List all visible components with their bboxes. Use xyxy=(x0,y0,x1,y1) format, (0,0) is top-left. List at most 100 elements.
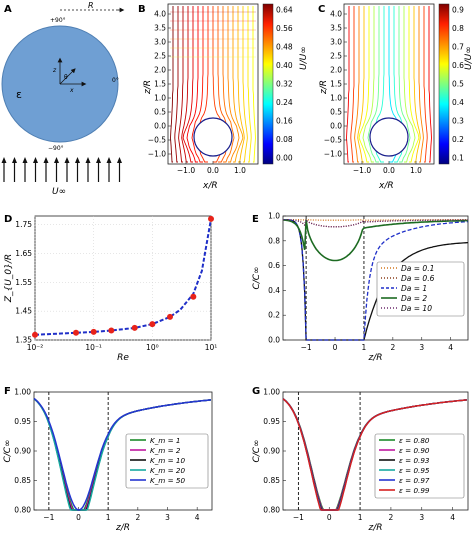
panel-b-letter: B xyxy=(138,4,146,15)
ytick-label: 0.0 xyxy=(154,122,166,131)
colorbar-tick-label: 0.2 xyxy=(452,135,464,144)
colorbar-tick-label: 0.24 xyxy=(276,98,293,107)
streamline xyxy=(178,6,184,163)
ytick-label: 1.0 xyxy=(154,94,166,103)
xtick-label: 1.0 xyxy=(410,166,422,175)
colorbar-tick-label: 0.3 xyxy=(452,117,464,126)
streamline xyxy=(403,6,416,163)
xtick-label: −1 xyxy=(293,513,304,522)
data-point xyxy=(73,329,80,336)
streamline xyxy=(362,6,375,163)
x-axis-label: z/R xyxy=(367,523,382,533)
xtick-label: 0 xyxy=(333,343,338,352)
charts: D Re Z_{U_0}/R 10⁻² 10⁻¹ 10⁰ 10¹ 1.35 1.45 1.55 1.… xyxy=(3,212,469,533)
legend-box xyxy=(376,261,465,317)
xtick-label: 1 xyxy=(106,513,111,522)
data-point xyxy=(108,327,115,334)
ytick-label: 1.00 xyxy=(263,388,280,397)
colorbar-tick-label: 0.32 xyxy=(276,80,293,89)
streamline xyxy=(252,6,256,163)
colorbar-b xyxy=(262,3,274,165)
sphere-b xyxy=(193,117,233,157)
panel-c: C 4.0 3.5 3.0 2.5 2.0 1.5 1.0 0.5 0.0 −0.5 −1.0 −1… xyxy=(318,3,474,191)
flow-arrow-icon xyxy=(96,157,101,163)
colorbar-tick-label: 0.08 xyxy=(276,135,293,144)
flow-arrow-icon xyxy=(54,157,59,163)
data-point xyxy=(190,293,197,300)
xtick-label: 3 xyxy=(419,343,424,352)
xtick-label: 10¹ xyxy=(205,343,218,352)
legend-label: Da = 0.1 xyxy=(401,264,434,273)
legend-label: ε = 0.90 xyxy=(399,446,430,455)
series-line xyxy=(34,218,212,336)
streamline xyxy=(222,6,235,163)
ytick-label: 0.90 xyxy=(14,447,31,456)
ytick-label: 0.4 xyxy=(268,286,280,295)
colorbar-tick-label: 0.48 xyxy=(276,43,293,52)
ytick-label: 0.85 xyxy=(263,476,280,485)
colorbar-c-label: U/U∞ xyxy=(464,46,474,70)
flow-arrow-icon xyxy=(64,157,70,163)
panel-a: A R +90° 0° −90° z x θ ε U∞ xyxy=(1,1,125,197)
xtick-label: 10⁻² xyxy=(27,343,44,352)
colorbar-tick-label: 0.5 xyxy=(452,80,464,89)
legend-label: Da = 0.6 xyxy=(401,274,435,283)
ytick-label: 1.45 xyxy=(15,307,32,316)
xtick-label: 4 xyxy=(448,343,453,352)
series-line xyxy=(283,219,469,341)
angle-top-label: +90° xyxy=(50,17,66,24)
xtick-label: 0 xyxy=(76,513,81,522)
y-axis-label: C/C∞ xyxy=(252,439,262,462)
colorbar-c xyxy=(438,3,450,165)
legend-label: K_m = 10 xyxy=(150,456,185,465)
panel-b-ylabel: z/R xyxy=(143,80,153,95)
colorbar-tick-label: 0.4 xyxy=(452,98,464,107)
legend-label: ε = 0.93 xyxy=(399,456,430,465)
series-line xyxy=(33,397,211,511)
panel-d: D Re Z_{U_0}/R 10⁻² 10⁻¹ 10⁰ 10¹ 1.35 1.45 1.55 1.… xyxy=(4,214,217,363)
x-axis-label: Re xyxy=(117,353,129,363)
ytick-label: 0.6 xyxy=(268,261,280,270)
ytick-label: 1.55 xyxy=(15,278,32,287)
ytick-label: 1.5 xyxy=(154,80,166,89)
streamline xyxy=(408,6,420,163)
ytick-label: −1.0 xyxy=(148,150,166,159)
ytick-label: 0.85 xyxy=(14,476,31,485)
panel-letter: D xyxy=(4,214,12,225)
panel-b: B 4.0 3.5 3.0 2.5 2.0 1.5 1.0 0.5 0.0 −0.5 −1.0 −1… xyxy=(138,3,309,191)
streamline xyxy=(367,6,380,163)
panel-e: Ez/R C/C∞ −1 0 1 2 3 4 0.0 0.2 0.4 0.6 0.8 1.0 Da = 0.… xyxy=(252,212,469,363)
series-line xyxy=(282,398,467,511)
ytick-label: −0.5 xyxy=(148,136,166,145)
xtick-label: 4 xyxy=(195,513,200,522)
y-axis-label: C/C∞ xyxy=(3,439,13,462)
xtick-label: 10⁰ xyxy=(146,343,159,352)
data-point xyxy=(149,321,156,328)
xtick-label: 1 xyxy=(362,343,367,352)
theta-label: θ xyxy=(64,74,68,81)
x-axis-label: z/R xyxy=(367,353,382,363)
radius-label: R xyxy=(88,1,94,10)
streamline xyxy=(181,6,189,163)
ytick-label: −0.5 xyxy=(324,136,342,145)
ytick-label: 2.0 xyxy=(154,66,166,75)
streamlines-b xyxy=(170,6,256,163)
ytick-label: 0.80 xyxy=(14,506,31,515)
flow-arrow-icon xyxy=(75,157,80,163)
yticks-b: 4.0 3.5 3.0 2.5 2.0 1.5 1.0 0.5 0.0 −0.5 −1.0 xyxy=(148,10,171,159)
y-axis-label: Z_{U_0}/R xyxy=(4,254,14,303)
legend-label: K_m = 2 xyxy=(150,446,181,455)
sphere-c xyxy=(369,117,409,157)
xtick-label: 2 xyxy=(390,343,395,352)
radial-arrow-icon xyxy=(59,68,76,85)
ytick-label: 1.5 xyxy=(330,80,342,89)
legend-label: ε = 0.95 xyxy=(399,466,430,475)
data-point xyxy=(131,324,138,331)
colorbar-tick-label: 0.7 xyxy=(452,43,464,52)
flow-label: U∞ xyxy=(52,187,66,197)
ytick-label: 1.0 xyxy=(330,94,342,103)
colorbar-c-ticks: 0.9 0.8 0.7 0.6 0.5 0.4 0.3 0.2 0.1 xyxy=(452,6,464,163)
streamline xyxy=(428,6,432,163)
xtick-label: −1 xyxy=(301,343,312,352)
x-axis-label: x xyxy=(69,87,74,94)
